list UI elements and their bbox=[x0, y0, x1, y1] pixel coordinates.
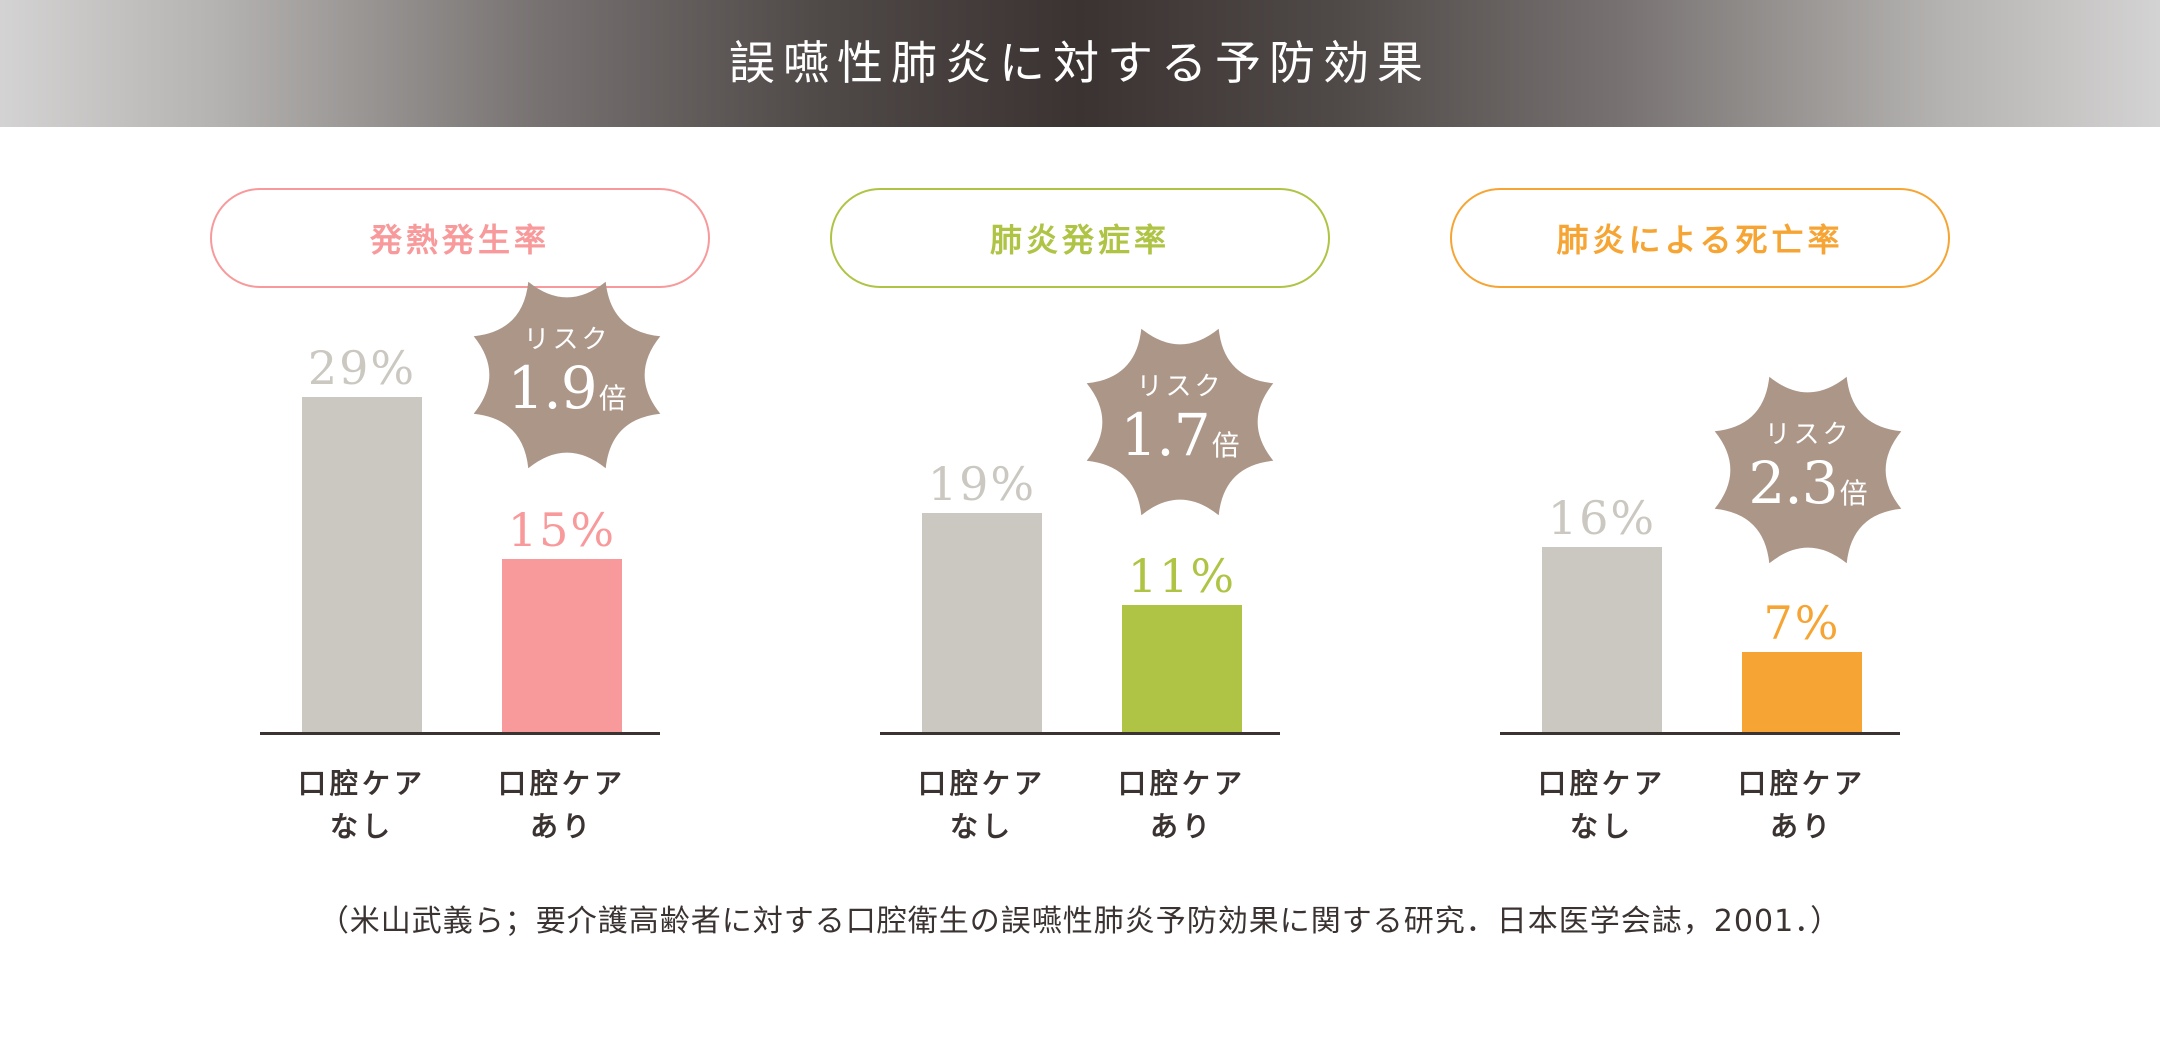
category-label: 口腔ケア あり bbox=[1082, 762, 1282, 848]
bar-with-care bbox=[1122, 605, 1242, 733]
risk-label: リスク bbox=[523, 325, 611, 355]
risk-burst-badge: リスク 1.9倍 bbox=[465, 273, 669, 477]
category-label-line1: 口腔ケア bbox=[497, 767, 626, 800]
risk-multiplier: 2.3倍 bbox=[1748, 454, 1867, 512]
burst-shape-icon bbox=[473, 281, 661, 469]
x-axis-line bbox=[260, 732, 660, 735]
value-label: 7% bbox=[1763, 596, 1841, 650]
risk-multiplier: 1.9倍 bbox=[507, 359, 626, 417]
bar-without-care bbox=[922, 513, 1042, 733]
category-label-line2: あり bbox=[1769, 810, 1834, 843]
risk-label: リスク bbox=[1136, 372, 1224, 402]
header-banner: 誤嚥性肺炎に対する予防効果 bbox=[0, 0, 2160, 127]
chart-panel-pneumonia-onset: 肺炎発症率 19% 口腔ケア なし 11% 口腔ケア あり リスク 1.7倍 bbox=[770, 0, 1390, 860]
value-label: 15% bbox=[507, 503, 617, 557]
burst-shape-icon bbox=[1086, 328, 1274, 516]
risk-burst-badge: リスク 2.3倍 bbox=[1706, 368, 1910, 572]
bar-without-care bbox=[1542, 547, 1662, 733]
bar-with-care bbox=[502, 559, 622, 733]
category-label-line1: 口腔ケア bbox=[1737, 767, 1866, 800]
risk-multiplier: 1.7倍 bbox=[1120, 406, 1239, 464]
risk-value: 1.9 bbox=[507, 354, 597, 422]
panel-title-pill: 肺炎による死亡率 bbox=[1450, 188, 1950, 288]
category-label-line2: あり bbox=[529, 810, 594, 843]
category-label-line2: あり bbox=[1149, 810, 1214, 843]
category-label-line1: 口腔ケア bbox=[297, 767, 426, 800]
category-label-line1: 口腔ケア bbox=[1117, 767, 1246, 800]
chart-panel-fever: 発熱発生率 29% 口腔ケア なし 15% 口腔ケア あり リスク 1.9倍 bbox=[150, 0, 770, 860]
category-label: 口腔ケア あり bbox=[462, 762, 662, 848]
risk-value: 1.7 bbox=[1120, 401, 1210, 469]
value-label: 19% bbox=[927, 457, 1037, 511]
category-label: 口腔ケア あり bbox=[1702, 762, 1902, 848]
chart-panel-pneumonia-mortality: 肺炎による死亡率 16% 口腔ケア なし 7% 口腔ケア あり リスク 2.3倍 bbox=[1390, 0, 2010, 860]
category-label: 口腔ケア なし bbox=[262, 762, 462, 848]
value-label: 11% bbox=[1127, 549, 1237, 603]
value-label: 16% bbox=[1547, 491, 1657, 545]
category-label: 口腔ケア なし bbox=[1502, 762, 1702, 848]
x-axis-line bbox=[880, 732, 1280, 735]
category-label-line1: 口腔ケア bbox=[1537, 767, 1666, 800]
risk-unit: 倍 bbox=[598, 382, 627, 415]
risk-unit: 倍 bbox=[1211, 429, 1240, 462]
panel-title: 発熱発生率 bbox=[369, 221, 550, 259]
category-label: 口腔ケア なし bbox=[882, 762, 1082, 848]
category-label-line2: なし bbox=[329, 810, 394, 843]
category-label-line2: なし bbox=[949, 810, 1014, 843]
panel-title: 肺炎による死亡率 bbox=[1556, 221, 1844, 259]
bar-with-care bbox=[1742, 652, 1862, 733]
risk-label: リスク bbox=[1764, 420, 1852, 450]
category-label-line2: なし bbox=[1569, 810, 1634, 843]
value-label: 29% bbox=[307, 341, 417, 395]
x-axis-line bbox=[1500, 732, 1900, 735]
citation-footnote: （米山武義ら；要介護高齢者に対する口腔衛生の誤嚥性肺炎予防効果に関する研究．日本… bbox=[318, 904, 1842, 939]
panel-title-pill: 発熱発生率 bbox=[210, 188, 710, 288]
panel-title-pill: 肺炎発症率 bbox=[830, 188, 1330, 288]
category-label-line1: 口腔ケア bbox=[917, 767, 1046, 800]
risk-burst-badge: リスク 1.7倍 bbox=[1078, 320, 1282, 524]
burst-shape-icon bbox=[1714, 376, 1902, 564]
risk-value: 2.3 bbox=[1748, 449, 1838, 517]
page-title: 誤嚥性肺炎に対する予防効果 bbox=[729, 35, 1431, 90]
risk-unit: 倍 bbox=[1839, 477, 1868, 510]
bar-without-care bbox=[302, 397, 422, 733]
panel-title: 肺炎発症率 bbox=[989, 221, 1170, 259]
